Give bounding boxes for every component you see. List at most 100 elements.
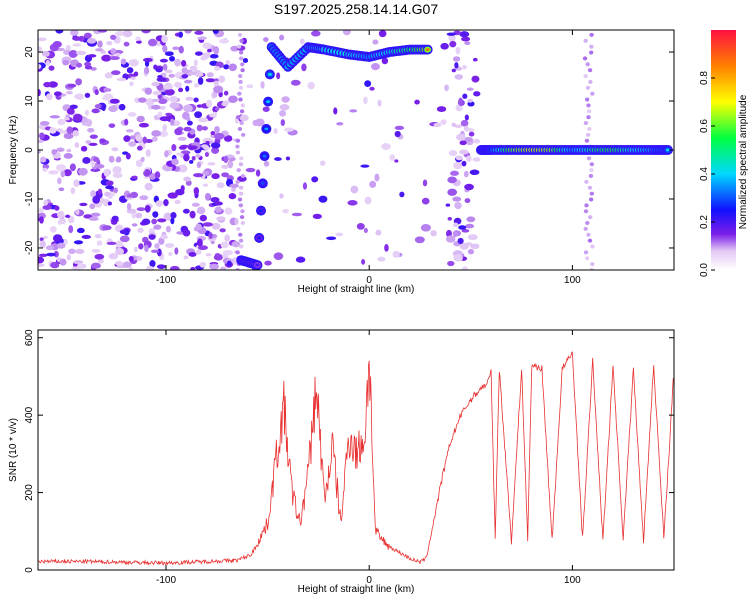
spectrogram-cell — [236, 44, 242, 49]
spectrogram-cell — [583, 209, 589, 214]
spectrogram-cell — [224, 207, 233, 215]
colorbar-ticks: 0.0 0.2 0.4 0.6 0.8 — [699, 71, 715, 277]
spectrogram-cell — [307, 81, 315, 90]
spectrogram-cell — [90, 160, 96, 168]
spectrogram-cell — [53, 250, 59, 258]
spectrogram-cell — [301, 63, 307, 72]
spectrogram-cell — [237, 197, 243, 202]
spectrogram-cell — [168, 95, 179, 103]
spectrogram-cell — [72, 36, 82, 41]
spectrogram-cell — [235, 179, 240, 184]
spectrogram-cell — [65, 214, 71, 219]
spectrogram-cell — [193, 97, 199, 103]
y-tick-label: 20 — [24, 46, 35, 58]
spectrogram-cell — [464, 198, 471, 204]
spectrogram-cell — [214, 201, 223, 206]
spectrogram-cell — [586, 109, 592, 114]
spectrogram-cell — [221, 164, 229, 169]
spectrogram-cell — [238, 232, 243, 237]
spectrogram-cell — [273, 252, 284, 261]
spectrogram-cell — [589, 44, 594, 49]
spectrogram-cell — [161, 34, 168, 43]
spectrogram-cell — [260, 81, 265, 89]
spectrogram-cell — [246, 84, 254, 89]
spectrogram-cell — [154, 242, 160, 249]
spectrogram-cell — [451, 122, 456, 127]
spectrogram-cell — [240, 220, 246, 225]
spectrogram-cell — [87, 127, 95, 133]
spectrogram-cell — [139, 195, 149, 201]
spectrogram-cell — [213, 47, 219, 55]
spectrogram-cell — [99, 138, 106, 143]
spectrogram-cell — [399, 191, 405, 198]
spectrogram-cell — [448, 149, 458, 157]
spectrogram-cell — [202, 183, 209, 187]
spectrogram-cell — [239, 121, 244, 126]
spectrogram-cell — [239, 215, 245, 220]
spectrogram-cell — [394, 159, 399, 163]
spectrogram-cell — [447, 188, 458, 196]
spectrogram-cell — [102, 96, 111, 101]
spectrogram-cell — [123, 135, 131, 142]
spectrogram-cell — [48, 65, 55, 71]
spectrogram-cell — [177, 136, 187, 141]
spectrogram-cell — [349, 109, 358, 113]
ridge-core — [259, 209, 264, 213]
spectrogram-cell — [83, 32, 92, 39]
spectrogram-cell — [76, 227, 85, 234]
spectrogram-cell — [589, 191, 595, 196]
spectrogram-cell — [587, 126, 592, 131]
spectrogram-cell — [198, 117, 209, 123]
spectrogram-cell — [164, 69, 173, 74]
spectrogram-cell — [39, 132, 45, 140]
spectrogram-cell — [189, 159, 194, 164]
spectrogram-cell — [52, 234, 63, 243]
spectrogram-cell — [135, 159, 143, 168]
spectrogram-cell — [420, 224, 431, 232]
spectrogram-cell — [202, 52, 211, 59]
spectrogram-cell — [347, 200, 358, 206]
spectrogram-cell — [97, 40, 103, 48]
spectrogram-cell — [181, 74, 189, 79]
spectrogram-cell — [101, 54, 112, 62]
spectrogram-cell — [291, 212, 303, 217]
spectrogram-cell — [162, 44, 168, 53]
figure-title: S197.2025.258.14.14.G07 — [274, 1, 438, 17]
spectrogram-cell — [155, 39, 162, 47]
spectrogram-cell — [457, 237, 464, 245]
spectrogram-cell — [79, 202, 88, 207]
spectrogram-cell — [177, 164, 188, 173]
spectrogram-cell — [285, 156, 291, 161]
spectrogram-cell — [60, 170, 66, 178]
spectrogram-cell — [583, 250, 589, 255]
spectrogram-cell — [183, 255, 189, 260]
spectrogram-cell — [128, 141, 137, 147]
spectrogram-cell — [55, 30, 64, 34]
spectrogram-cell — [164, 51, 174, 57]
spectrogram-cell — [205, 78, 216, 83]
spectrogram-cell — [196, 161, 202, 168]
spectrogram-cell — [172, 46, 180, 50]
spectrogram-cell — [162, 63, 168, 71]
spectrogram-cell — [38, 139, 45, 144]
spectrogram-cell — [240, 173, 246, 178]
spectrogram-cell — [205, 192, 211, 201]
spectrogram-cell — [68, 50, 78, 58]
spectrogram-cell — [66, 107, 75, 115]
spectrogram-cell — [584, 97, 590, 102]
spectrogram-cell — [126, 202, 132, 211]
colorbar-label: Normalized spectral amplitude — [738, 94, 749, 229]
spectrogram-cell — [377, 256, 386, 262]
spectrogram-cell — [280, 119, 286, 126]
spectrogram-cell — [111, 215, 119, 221]
spectrogram-cell — [94, 253, 105, 260]
spectrogram-cells — [38, 30, 673, 270]
spectrogram-cell — [463, 170, 469, 178]
spectrogram-cell — [455, 133, 466, 141]
spectrogram-cell — [124, 118, 129, 126]
spectrogram-cell — [75, 248, 85, 255]
colorbar: 0.0 0.2 0.4 0.6 0.8 Normalized spectral ampl… — [699, 30, 749, 277]
spectrogram-cell — [90, 212, 101, 217]
spectrogram-cell — [214, 107, 220, 111]
spectrogram-cell — [108, 105, 118, 113]
